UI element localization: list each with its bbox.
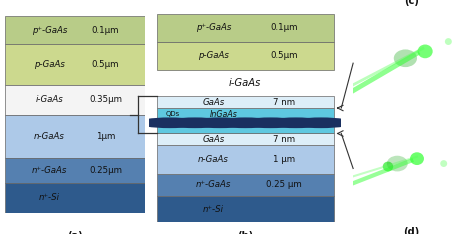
Text: (c): (c) <box>404 0 419 6</box>
Text: 1 μm: 1 μm <box>273 155 295 164</box>
Text: 0.5μm: 0.5μm <box>270 51 298 60</box>
Text: 0.1μm: 0.1μm <box>270 23 298 32</box>
Text: p⁺-GaAs: p⁺-GaAs <box>32 26 67 35</box>
Ellipse shape <box>238 117 303 128</box>
Text: 0.5μm: 0.5μm <box>91 60 119 69</box>
Ellipse shape <box>440 160 447 167</box>
Ellipse shape <box>383 162 393 172</box>
Text: p-GaAs: p-GaAs <box>198 51 229 60</box>
Ellipse shape <box>288 117 354 128</box>
FancyBboxPatch shape <box>5 183 145 213</box>
FancyBboxPatch shape <box>157 108 334 133</box>
Text: (a): (a) <box>67 231 82 234</box>
Text: 0.1μm: 0.1μm <box>91 26 119 35</box>
Ellipse shape <box>162 117 228 128</box>
Ellipse shape <box>387 156 408 172</box>
Text: n⁺-Si: n⁺-Si <box>203 205 224 214</box>
Ellipse shape <box>187 117 253 128</box>
Text: 1μm: 1μm <box>96 132 115 141</box>
Ellipse shape <box>137 117 202 128</box>
Ellipse shape <box>418 44 433 58</box>
Text: p-GaAs: p-GaAs <box>34 60 65 69</box>
Text: QDs: QDs <box>166 111 180 117</box>
Text: 7 nm: 7 nm <box>273 98 295 106</box>
Text: n-GaAs: n-GaAs <box>34 132 65 141</box>
Text: 7 nm: 7 nm <box>273 135 295 144</box>
Text: i-GaAs: i-GaAs <box>229 78 262 88</box>
Text: InGaAs: InGaAs <box>210 110 238 119</box>
Text: n-GaAs: n-GaAs <box>198 155 229 164</box>
FancyBboxPatch shape <box>5 115 145 158</box>
FancyBboxPatch shape <box>5 158 145 183</box>
Ellipse shape <box>445 38 452 45</box>
FancyBboxPatch shape <box>157 14 334 42</box>
FancyBboxPatch shape <box>157 42 334 70</box>
Ellipse shape <box>263 117 328 128</box>
Ellipse shape <box>394 49 417 67</box>
Text: (d): (d) <box>403 227 419 234</box>
FancyBboxPatch shape <box>157 196 334 222</box>
FancyBboxPatch shape <box>157 96 334 108</box>
Ellipse shape <box>410 152 424 165</box>
FancyBboxPatch shape <box>5 44 145 85</box>
Text: 0.25 μm: 0.25 μm <box>266 180 302 189</box>
Text: 0.35μm: 0.35μm <box>89 95 122 104</box>
Text: i-GaAs: i-GaAs <box>36 95 64 104</box>
Text: p⁺-GaAs: p⁺-GaAs <box>196 23 231 32</box>
Text: GaAs: GaAs <box>202 135 225 144</box>
Text: GaAs: GaAs <box>202 98 225 106</box>
FancyBboxPatch shape <box>157 174 334 196</box>
FancyBboxPatch shape <box>5 85 145 115</box>
Text: 0.25μm: 0.25μm <box>89 166 122 175</box>
FancyBboxPatch shape <box>157 146 334 174</box>
Text: n⁺-Si: n⁺-Si <box>39 194 60 202</box>
FancyBboxPatch shape <box>5 16 145 44</box>
Text: n⁺-GaAs: n⁺-GaAs <box>32 166 67 175</box>
FancyBboxPatch shape <box>157 133 334 146</box>
Text: (b): (b) <box>237 231 254 234</box>
Ellipse shape <box>213 117 278 128</box>
Text: n⁺-GaAs: n⁺-GaAs <box>196 180 231 189</box>
